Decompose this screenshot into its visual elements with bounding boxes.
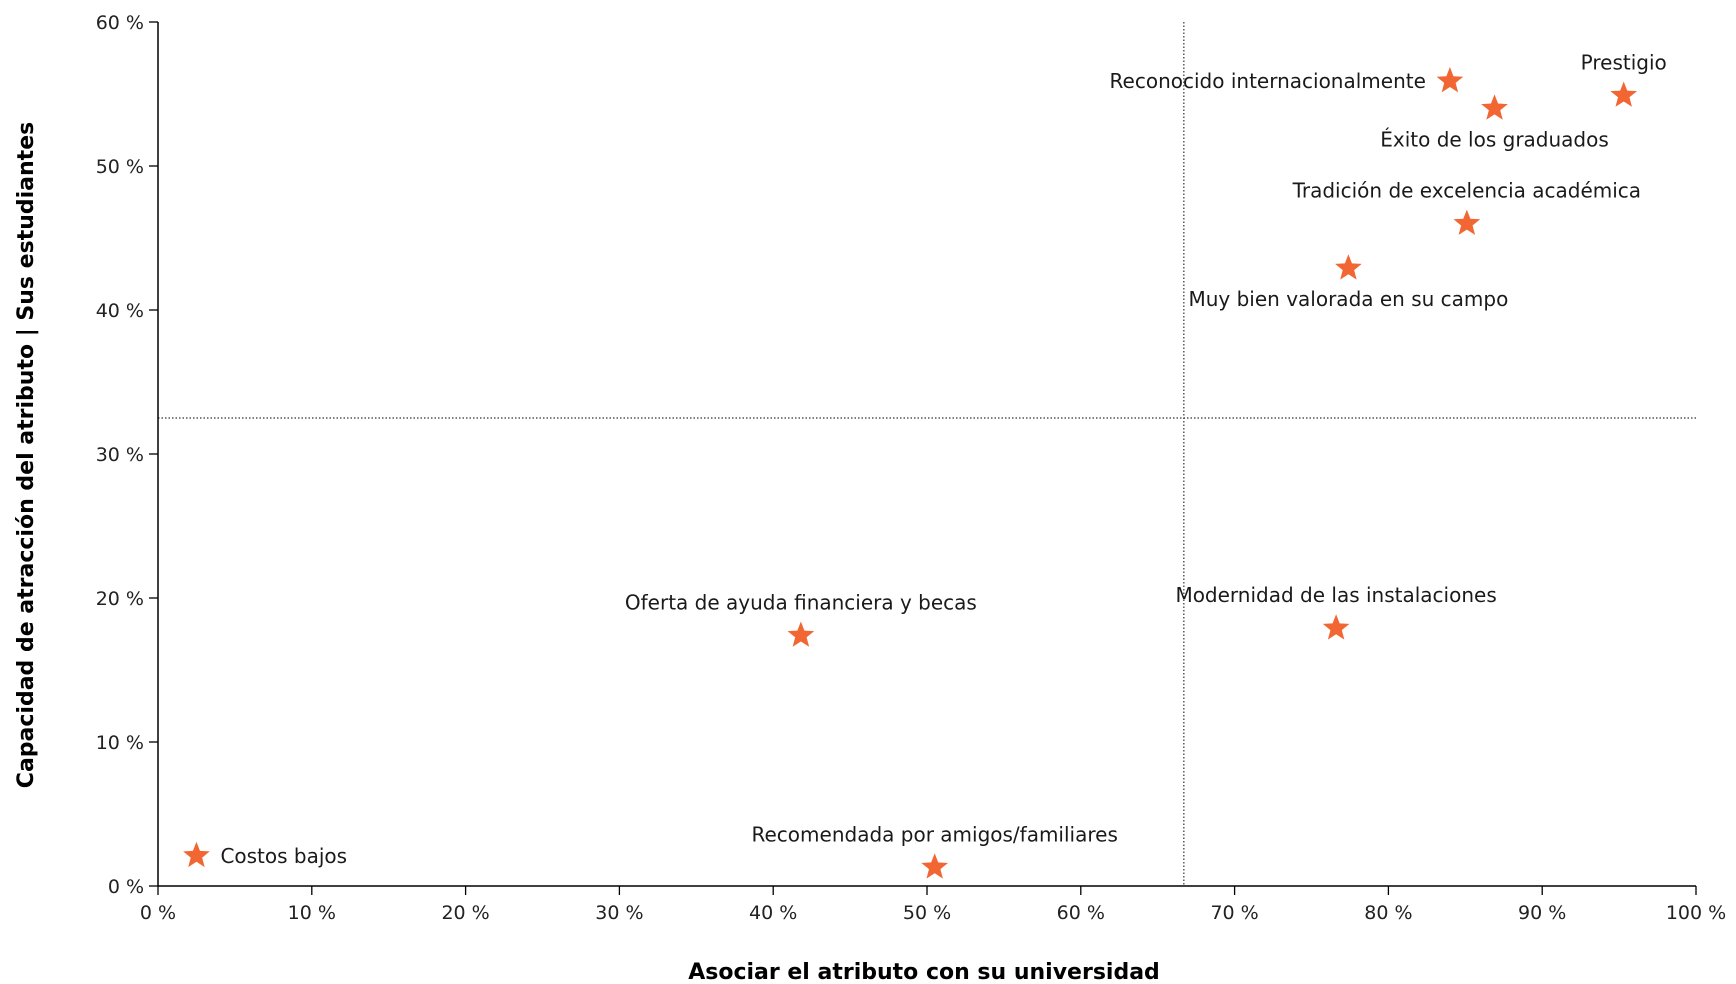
y-axis-title: Capacidad de atracción del atributo | Su… (14, 122, 39, 788)
y-tick-label: 50 % (96, 156, 144, 178)
axes (157, 22, 1696, 887)
star-marker (921, 853, 948, 879)
x-tick-label: 50 % (903, 902, 951, 924)
point-label: Muy bien valorada en su campo (1188, 287, 1508, 311)
x-tick-label: 90 % (1518, 902, 1566, 924)
y-tick-label: 30 % (96, 444, 144, 466)
x-tick-label: 60 % (1057, 902, 1105, 924)
point-label: Tradición de excelencia académica (1292, 179, 1641, 203)
x-tick-label: 10 % (288, 902, 336, 924)
x-tick-label: 40 % (749, 902, 797, 924)
x-tick-label: 20 % (441, 902, 489, 924)
y-tick-label: 0 % (108, 876, 144, 898)
x-tick-label: 30 % (595, 902, 643, 924)
tick-marks: 0 % 10 % 20 % 30 % 40 % 50 % 60 % 70 % 80 % 90 % 1… (96, 12, 1726, 924)
point-label: Prestigio (1581, 50, 1667, 74)
x-tick-label: 0 % (140, 902, 176, 924)
x-tick-label: 100 % (1666, 902, 1726, 924)
star-marker (787, 621, 815, 647)
star-marker (1610, 81, 1638, 107)
point-label: Reconocido internacionalmente (1110, 69, 1426, 93)
reference-lines (158, 22, 1696, 886)
point-label: Oferta de ayuda financiera y becas (625, 590, 977, 614)
star-marker (183, 841, 210, 868)
y-tick-label: 20 % (96, 588, 144, 610)
point-label: Éxito de los graduados (1380, 127, 1609, 151)
y-tick-label: 60 % (96, 12, 144, 34)
y-tick-label: 40 % (96, 300, 144, 322)
point-label: Modernidad de las instalaciones (1175, 583, 1496, 607)
star-marker (1436, 67, 1464, 93)
point-label: Costos bajos (220, 844, 347, 868)
star-marker (1453, 209, 1481, 235)
y-tick-label: 10 % (96, 732, 144, 754)
x-axis-title: Asociar el atributo con su universidad (688, 960, 1160, 984)
star-marker (1335, 254, 1362, 280)
data-points: Prestigio Reconocido internacionalmente Éx… (183, 50, 1667, 879)
point-label: Recomendada por amigos/familiares (752, 822, 1118, 846)
star-marker (1322, 614, 1350, 640)
x-tick-label: 80 % (1364, 902, 1412, 924)
star-marker (1481, 94, 1508, 120)
x-tick-label: 70 % (1210, 902, 1258, 924)
